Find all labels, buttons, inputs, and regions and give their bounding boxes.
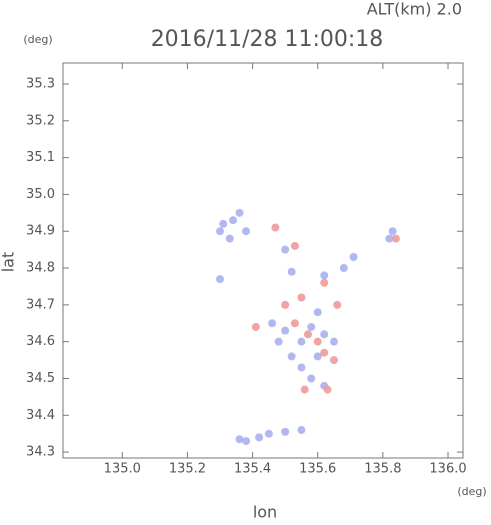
radar-echo xyxy=(391,234,400,243)
radar-echo xyxy=(320,348,329,357)
y-tick-label: 34.9 xyxy=(26,224,55,239)
radar-echo xyxy=(297,363,306,372)
altitude-label: ALT(km) 2.0 xyxy=(367,0,462,19)
x-tick-label: 135.2 xyxy=(169,462,206,477)
y-unit: (deg) xyxy=(23,33,52,46)
radar-echo xyxy=(255,433,264,442)
radar-echo xyxy=(219,219,228,228)
x-tick-label: 135.4 xyxy=(234,462,271,477)
y-tick-label: 35.3 xyxy=(26,76,55,91)
radar-echo xyxy=(300,385,309,394)
x-tick-label: 136.0 xyxy=(429,462,466,477)
radar-echo xyxy=(281,326,290,335)
x-tick-label: 135.8 xyxy=(364,462,401,477)
radar-echo xyxy=(323,385,332,394)
radar-echo xyxy=(264,429,273,438)
radar-echo xyxy=(307,374,316,383)
x-axis-label: lon xyxy=(253,503,277,522)
radar-echo xyxy=(388,227,397,236)
y-tick-label: 35.0 xyxy=(26,187,55,202)
radar-echo xyxy=(268,319,277,328)
radar-echo xyxy=(229,216,238,225)
radar-echo xyxy=(385,234,394,243)
radar-echo xyxy=(242,227,251,236)
radar-echo xyxy=(216,275,225,284)
radar-echo xyxy=(297,293,306,302)
y-tick-label: 34.4 xyxy=(26,408,55,423)
radar-echo xyxy=(281,300,290,309)
radar-echo xyxy=(339,264,348,273)
radar-echo xyxy=(290,319,299,328)
y-axis-label: lat xyxy=(0,252,18,273)
radar-echo xyxy=(313,352,322,361)
radar-echo xyxy=(320,271,329,280)
chart-title: 2016/11/28 11:00:18 xyxy=(151,27,384,52)
radar-echo xyxy=(313,337,322,346)
plot-frame xyxy=(62,62,464,459)
y-tick-label: 34.6 xyxy=(26,334,55,349)
radar-echo xyxy=(216,227,225,236)
x-tick-label: 135.6 xyxy=(299,462,336,477)
radar-echo xyxy=(274,337,283,346)
radar-echo xyxy=(235,208,244,217)
radar-echo xyxy=(313,308,322,317)
radar-echo xyxy=(242,437,251,446)
y-tick-label: 35.2 xyxy=(26,113,55,128)
radar-echo xyxy=(281,245,290,254)
y-tick-label: 34.8 xyxy=(26,261,55,276)
x-unit: (deg) xyxy=(457,485,486,498)
radar-echo xyxy=(271,223,280,232)
y-tick-label: 35.1 xyxy=(26,150,55,165)
radar-echo xyxy=(287,267,296,276)
radar-echo xyxy=(281,427,290,436)
radar-echo xyxy=(330,337,339,346)
radar-echo xyxy=(235,435,244,444)
radar-echo xyxy=(320,278,329,287)
radar-echo xyxy=(303,330,312,339)
radar-echo xyxy=(225,234,234,243)
radar-echo xyxy=(333,300,342,309)
y-tick-label: 34.7 xyxy=(26,297,55,312)
y-tick-label: 34.3 xyxy=(26,445,55,460)
radar-echo xyxy=(349,253,358,262)
y-tick-label: 34.5 xyxy=(26,371,55,386)
radar-echo xyxy=(297,426,306,435)
radar-echo xyxy=(287,352,296,361)
radar-echo xyxy=(320,330,329,339)
radar-echo xyxy=(307,322,316,331)
radar-echo xyxy=(330,356,339,365)
x-tick-label: 135.0 xyxy=(104,462,141,477)
radar-echo xyxy=(251,322,260,331)
radar-echo xyxy=(290,241,299,250)
radar-echo xyxy=(297,337,306,346)
